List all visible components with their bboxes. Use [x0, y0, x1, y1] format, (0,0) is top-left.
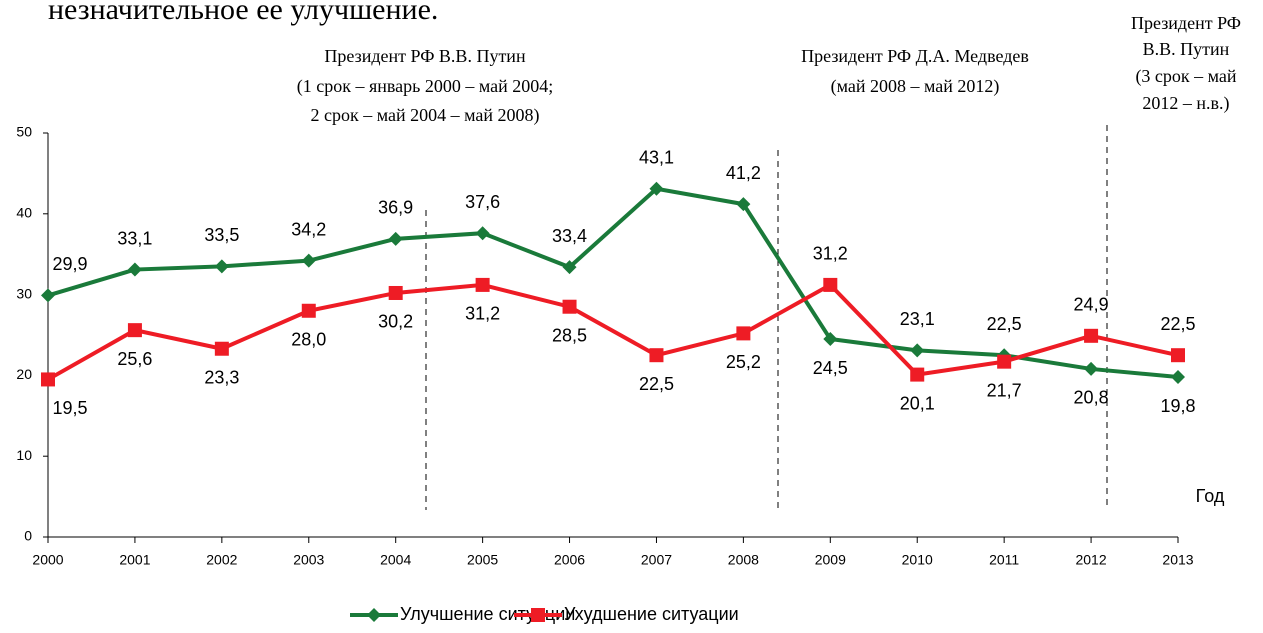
- value-label: 33,5: [204, 225, 239, 245]
- value-label: 20,8: [1074, 388, 1109, 408]
- value-label: 31,2: [465, 304, 500, 324]
- point: [910, 343, 925, 358]
- annotation: Президент РФ В.В. Путин: [324, 46, 526, 66]
- value-label: 19,5: [52, 398, 87, 418]
- point: [388, 285, 403, 300]
- value-label: 19,8: [1160, 396, 1195, 416]
- point: [910, 367, 925, 382]
- annotation: 2012 – н.в.): [1142, 93, 1229, 114]
- x-tick-label: 2010: [902, 552, 933, 568]
- legend-marker: [531, 608, 545, 622]
- annotation: (май 2008 – май 2012): [831, 76, 1000, 97]
- value-label: 30,2: [378, 312, 413, 332]
- y-tick-label: 20: [16, 366, 32, 382]
- x-tick-label: 2012: [1075, 552, 1106, 568]
- value-label: 33,1: [117, 228, 152, 248]
- value-label: 28,5: [552, 325, 587, 345]
- value-label: 22,5: [639, 374, 674, 394]
- annotation: Президент РФ Д.А. Медведев: [801, 46, 1029, 66]
- point: [41, 288, 55, 303]
- value-label: 23,3: [204, 367, 239, 387]
- y-tick-label: 30: [16, 285, 32, 301]
- value-label: 24,9: [1074, 295, 1109, 315]
- value-label: 31,2: [813, 244, 848, 264]
- annotation: В.В. Путин: [1143, 39, 1230, 59]
- value-label: 34,2: [291, 219, 326, 239]
- y-tick-label: 40: [16, 205, 32, 221]
- value-label: 41,2: [726, 163, 761, 183]
- point: [214, 341, 229, 356]
- value-label: 24,5: [813, 358, 848, 378]
- value-label: 23,1: [900, 309, 935, 329]
- point: [823, 277, 838, 292]
- point: [127, 262, 142, 277]
- series-line: [47, 186, 1179, 380]
- x-tick-label: 2006: [554, 552, 585, 568]
- value-label: 25,6: [117, 349, 152, 369]
- value-label: 21,7: [987, 380, 1022, 400]
- point: [127, 323, 142, 338]
- annotation: (3 срок – май: [1135, 66, 1236, 87]
- value-label: 36,9: [378, 198, 413, 218]
- point: [388, 231, 403, 246]
- legend-label: Ухудшение ситуации: [564, 604, 739, 624]
- point: [1171, 370, 1185, 385]
- x-tick-label: 2004: [380, 552, 411, 568]
- value-label: 22,5: [987, 314, 1022, 334]
- point: [475, 226, 490, 241]
- x-tick-label: 2008: [728, 552, 759, 568]
- value-label: 22,5: [1160, 314, 1195, 334]
- heading: незначительное ее улучшение.: [48, 0, 438, 26]
- y-tick-label: 10: [16, 447, 32, 463]
- y-tick-label: 50: [16, 124, 32, 140]
- value-label: 29,9: [52, 254, 87, 274]
- value-label: 28,0: [291, 330, 326, 350]
- x-tick-label: 2011: [989, 552, 1019, 568]
- annotation: Президент РФ: [1131, 13, 1241, 33]
- point: [41, 372, 55, 387]
- point: [649, 348, 664, 363]
- point: [736, 326, 751, 341]
- x-tick-label: 2001: [119, 552, 150, 568]
- point: [475, 277, 490, 292]
- x-tick-label: 2009: [815, 552, 846, 568]
- point: [214, 259, 229, 274]
- point: [736, 197, 751, 212]
- x-tick-label: 2007: [641, 552, 672, 568]
- value-label: 20,1: [900, 393, 935, 413]
- point: [1171, 348, 1185, 363]
- point: [823, 332, 838, 347]
- y-tick-label: 0: [24, 528, 32, 544]
- x-axis-label: Год: [1196, 486, 1225, 506]
- legend-marker: [367, 608, 381, 622]
- value-label: 37,6: [465, 192, 500, 212]
- value-label: 33,4: [552, 226, 587, 246]
- point: [562, 260, 577, 275]
- x-tick-label: 2002: [206, 552, 237, 568]
- x-tick-label: 2003: [293, 552, 324, 568]
- point: [997, 354, 1012, 369]
- annotation: (1 срок – январь 2000 – май 2004;: [297, 76, 554, 97]
- point: [301, 253, 316, 268]
- point: [1084, 361, 1099, 376]
- value-label: 25,2: [726, 352, 761, 372]
- x-tick-label: 2000: [32, 552, 63, 568]
- x-tick-label: 2005: [467, 552, 498, 568]
- point: [649, 181, 664, 196]
- point: [301, 303, 316, 318]
- point: [562, 299, 577, 314]
- value-label: 43,1: [639, 148, 674, 168]
- point: [1084, 328, 1099, 343]
- series-line: [47, 282, 1179, 382]
- x-tick-label: 2013: [1162, 552, 1193, 568]
- annotation: 2 срок – май 2004 – май 2008): [310, 105, 539, 126]
